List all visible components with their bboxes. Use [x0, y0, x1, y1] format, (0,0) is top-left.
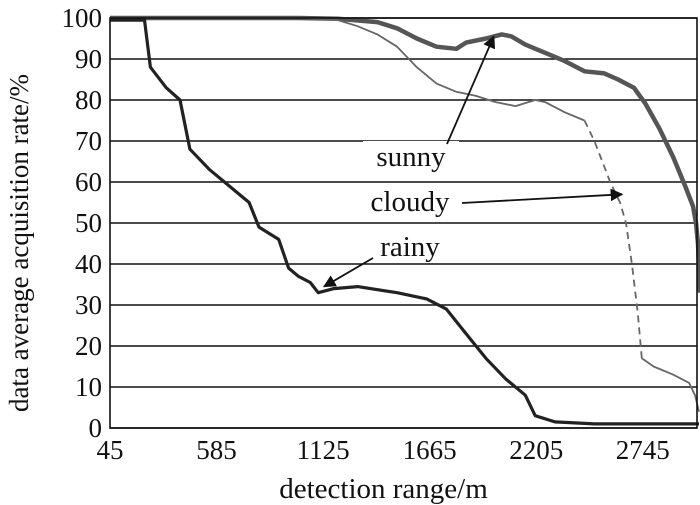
- tick-labels: 0 10 20 30 40 50 60 70 80 90 100 45 585 1125 1665 2205 2…: [62, 3, 670, 465]
- y-tick-label: 100: [62, 3, 103, 33]
- x-tick-label: 2745: [616, 435, 670, 465]
- y-axis-label: data average acquisition rate/%: [4, 74, 34, 412]
- x-tick-label: 585: [196, 435, 237, 465]
- annotation-label-rainy: rainy: [380, 231, 440, 263]
- x-tick-label: 1665: [403, 435, 457, 465]
- annotation-arrow: [322, 257, 374, 288]
- annotation-arrow: [446, 35, 496, 145]
- series-annotations: sunny cloudy rainy: [322, 35, 624, 288]
- annotation-background: [362, 186, 458, 218]
- y-tick-label: 60: [75, 167, 102, 197]
- y-tick-label: 30: [75, 290, 102, 320]
- y-tick-label: 40: [75, 249, 102, 279]
- y-tick-label: 80: [75, 85, 102, 115]
- annotation-background: [362, 231, 458, 263]
- x-axis-label: detection range/m: [279, 473, 488, 505]
- gridlines: [110, 17, 697, 429]
- series-line-rainy: [110, 18, 699, 426]
- annotation-label-cloudy: cloudy: [371, 186, 450, 218]
- x-tick-label: 2205: [509, 435, 563, 465]
- series-lines: [110, 15, 700, 426]
- y-tick-label: 70: [75, 126, 102, 156]
- x-tick-label: 1125: [297, 435, 350, 465]
- annotation-background: [363, 141, 459, 173]
- y-tick-label: 0: [89, 413, 103, 443]
- series-line-cloudy: [583, 120, 643, 359]
- series-line-cloudy: [641, 357, 700, 412]
- x-tick-label: 45: [97, 435, 124, 465]
- plot-frame: [109, 17, 698, 429]
- y-tick-label: 10: [75, 372, 102, 402]
- annotation-arrow: [461, 188, 624, 204]
- y-tick-label: 90: [75, 44, 102, 74]
- y-tick-label: 50: [75, 208, 102, 238]
- series-line-sunny: [110, 15, 700, 293]
- annotation-label-sunny: sunny: [376, 141, 446, 173]
- series-line-cloudy: [110, 17, 585, 122]
- y-tick-label: 20: [75, 331, 102, 361]
